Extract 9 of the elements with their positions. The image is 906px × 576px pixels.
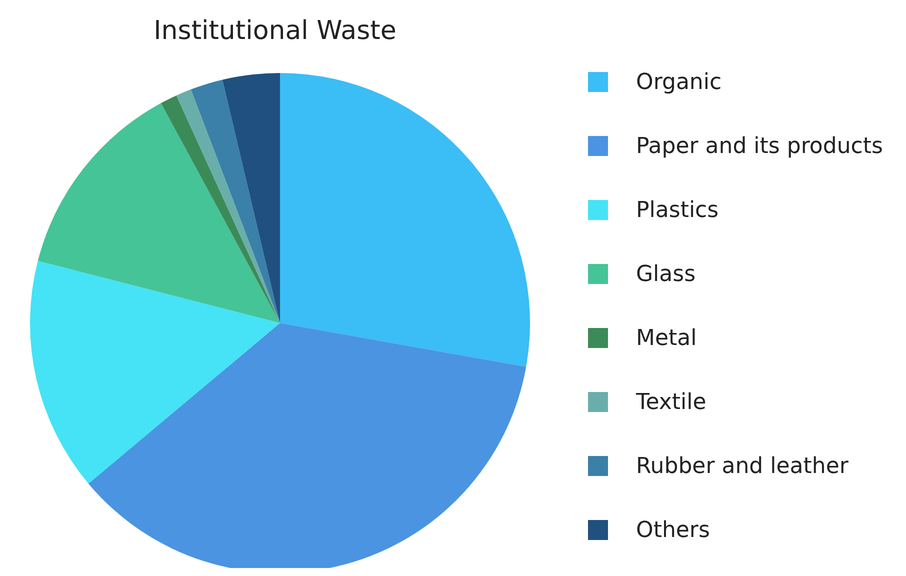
legend-label: Plastics [636,198,719,222]
legend-label: Glass [636,262,696,286]
legend-label: Textile [636,390,706,414]
legend-label: Paper and its products [636,134,883,158]
legend-label: Metal [636,326,697,350]
legend-label: Others [636,518,710,542]
legend-label: Rubber and leather [636,454,848,478]
legend-label: Organic [636,70,722,94]
chart-title: Institutional Waste [152,16,398,46]
